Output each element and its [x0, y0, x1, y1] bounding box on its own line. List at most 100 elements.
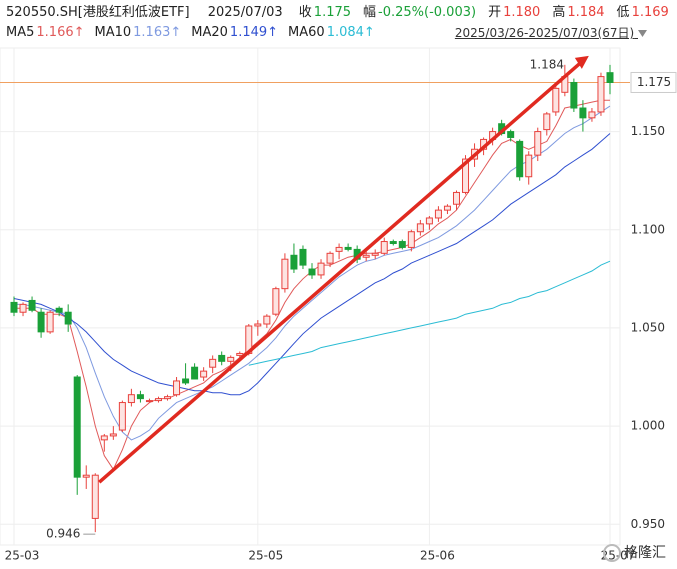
candle-body	[136, 394, 144, 400]
candle-body	[263, 315, 271, 325]
candle-body	[173, 380, 181, 396]
candle-body	[164, 396, 172, 400]
candle-body	[434, 209, 442, 219]
candle-body	[371, 252, 379, 256]
high-annotation: 1.184	[530, 57, 564, 71]
legend-name: MA5	[6, 25, 35, 40]
candle-body	[407, 231, 415, 248]
y-tick-label: 1.150	[631, 124, 665, 138]
watermark-logo	[603, 544, 621, 562]
candle-body	[272, 288, 280, 315]
quote-label: 低	[616, 5, 630, 20]
candle-body	[236, 352, 244, 356]
candle-body	[308, 268, 316, 276]
watermark: 格隆汇	[624, 545, 666, 561]
candle-body	[127, 394, 135, 404]
candle-body	[597, 76, 605, 113]
y-tick-label: 0.950	[631, 517, 665, 531]
candle-body	[588, 111, 596, 119]
quote-value: 1.175	[313, 5, 352, 20]
candle-body	[507, 131, 515, 138]
quote-label: 幅	[363, 5, 377, 20]
y-tick-label: 1.050	[631, 320, 665, 334]
y-tick-label: 1.100	[631, 222, 665, 236]
candle-body	[579, 107, 587, 119]
security-code: 520550.SH[港股红利低波ETF]	[6, 5, 190, 20]
candle-body	[19, 303, 27, 313]
candle-body	[317, 262, 325, 276]
candle-body	[118, 402, 126, 431]
arrow-head	[574, 55, 589, 69]
quote-value: -0.25%(-0.003)	[378, 5, 477, 20]
candle-body	[290, 254, 298, 270]
candle-body	[516, 140, 524, 178]
legend-name: MA60	[288, 25, 325, 40]
quote-label: 高	[552, 5, 566, 20]
candle-body	[91, 474, 99, 519]
candle-body	[145, 400, 153, 403]
candle-body	[344, 246, 352, 250]
candle-body	[570, 81, 578, 109]
candle-body	[218, 354, 226, 362]
candle-body	[525, 154, 533, 178]
last-price-label: 1.175	[637, 75, 671, 89]
candle-body	[55, 307, 63, 313]
candle-body	[209, 358, 217, 368]
candle-body	[254, 323, 262, 327]
candle-body	[182, 378, 190, 384]
low-annotation: 0.946	[46, 527, 80, 541]
ma-line	[14, 105, 611, 441]
legend-value: 1.149↑	[229, 25, 279, 40]
header: 520550.SH[港股红利低波ETF] 2025/07/03 收 1.175 幅 -…	[6, 3, 671, 43]
ma-line	[248, 260, 611, 366]
candle-body	[362, 254, 370, 258]
candle-body	[299, 248, 307, 266]
candle-body	[606, 72, 614, 83]
candle-body	[462, 158, 470, 193]
legend-name: MA10	[94, 25, 132, 40]
last-price-box	[630, 71, 677, 93]
y-tick-label: 1.000	[631, 419, 665, 433]
candle-body	[100, 435, 108, 441]
candle-body	[10, 301, 18, 313]
candle-body	[335, 246, 343, 252]
candle-body	[73, 376, 81, 478]
quote-value: 1.180	[503, 5, 541, 20]
candle-body	[28, 299, 36, 311]
legend-name: MA20	[191, 25, 228, 40]
quote-row: 520550.SH[港股红利低波ETF] 2025/07/03 收 1.175 幅 -…	[6, 3, 671, 23]
date-range[interactable]: 2025/03/26-2025/07/03(67日)	[455, 24, 647, 41]
candle-body	[443, 205, 451, 211]
dropdown-icon[interactable]	[638, 30, 647, 37]
candle-body	[398, 241, 406, 248]
candle-body	[191, 366, 199, 380]
quote-value: 1.169	[631, 5, 669, 20]
candle-body	[534, 131, 542, 156]
plot-frame	[0, 47, 621, 546]
candle-body	[46, 311, 54, 333]
candle-body	[154, 398, 162, 402]
candle-body	[552, 87, 560, 113]
candle-body	[64, 311, 72, 325]
candle-body	[109, 433, 117, 437]
candle-body	[281, 258, 289, 290]
candle-body	[389, 241, 397, 245]
candle-body	[37, 311, 45, 333]
trend-arrow	[98, 59, 584, 484]
candle-body	[416, 223, 424, 233]
candle-body	[425, 217, 433, 225]
quote-date: 2025/07/03	[207, 5, 283, 20]
legend-value: 1.163↑	[133, 25, 182, 40]
x-tick-label: 25-05	[248, 549, 283, 563]
candle-body	[326, 252, 334, 264]
quote-label: 收	[298, 5, 312, 20]
legend-value: 1.084↑	[326, 25, 375, 40]
x-tick-label: 25-07	[601, 549, 636, 563]
candle-body	[452, 191, 460, 205]
date-range-text[interactable]: 2025/03/26-2025/07/03(67日)	[454, 26, 635, 40]
quote-value: 1.184	[567, 5, 605, 20]
ma-line	[13, 133, 611, 396]
ma-legend: MA5 1.166↑ MA10 1.163↑ MA20 1.149↑ MA60 1.084↑	[6, 23, 671, 43]
